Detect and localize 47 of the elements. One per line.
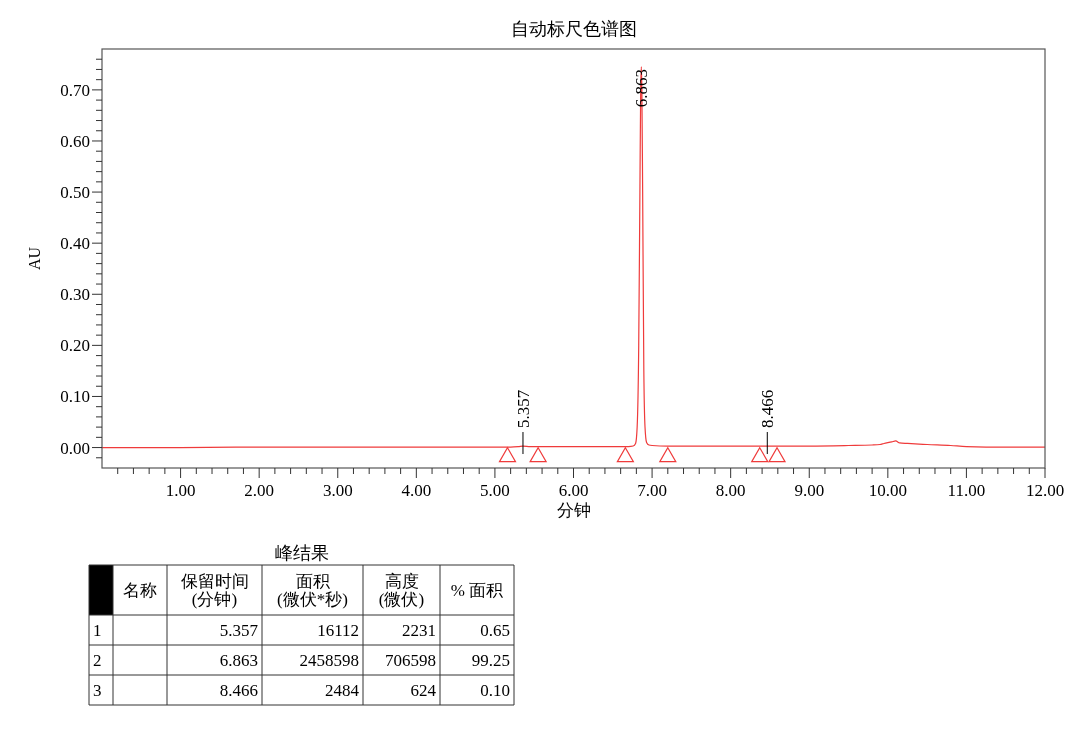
y-tick-label: 0.70 bbox=[60, 80, 90, 100]
y-tick-label: 0.60 bbox=[60, 131, 90, 151]
x-tick-label: 5.00 bbox=[480, 481, 510, 500]
y-axis-title: AU bbox=[26, 246, 43, 271]
text: 峰结果 bbox=[274, 543, 329, 563]
x-tick-label: 7.00 bbox=[637, 481, 667, 500]
y-tick-label: 0.50 bbox=[60, 183, 90, 203]
x-tick-label: 8.00 bbox=[715, 481, 746, 500]
annotation: 5.357 bbox=[513, 389, 533, 429]
annotation: 6.863 bbox=[632, 68, 652, 108]
y-tick-label: 0.20 bbox=[60, 336, 90, 356]
text: 0.10 bbox=[480, 681, 510, 700]
category-label: 名称 bbox=[123, 581, 157, 600]
x-tick-label: 2.00 bbox=[244, 481, 275, 500]
text: 0.65 bbox=[480, 621, 510, 640]
text: 706598 bbox=[385, 651, 436, 670]
category-label: 1 bbox=[93, 621, 102, 640]
text: 2231 bbox=[402, 621, 436, 640]
annotation: 8.466 bbox=[758, 389, 778, 429]
x-axis-title: 分钟 bbox=[556, 501, 591, 520]
x-tick-label: 1.00 bbox=[165, 481, 196, 500]
y-tick-label: 0.10 bbox=[60, 387, 90, 407]
category-label: % 面积 bbox=[450, 581, 504, 600]
text: 8.466 bbox=[219, 681, 258, 700]
category-label: 面积 (微伏*秒) bbox=[277, 572, 348, 609]
text: 5.357 bbox=[219, 621, 258, 640]
chart-title: 自动标尺色谱图 bbox=[510, 19, 637, 39]
text: 99.25 bbox=[471, 651, 510, 670]
x-tick-label: 10.00 bbox=[868, 481, 907, 500]
x-tick-label: 6.00 bbox=[558, 481, 589, 500]
x-tick-label: 12.00 bbox=[1025, 481, 1065, 500]
text: 2484 bbox=[325, 681, 359, 700]
text: 2458598 bbox=[299, 651, 359, 670]
x-tick-label: 9.00 bbox=[794, 481, 825, 500]
y-tick-label: 0.30 bbox=[60, 285, 90, 305]
text: 16112 bbox=[317, 621, 359, 640]
y-tick-label: 0.00 bbox=[60, 438, 90, 458]
x-tick-label: 4.00 bbox=[401, 481, 432, 500]
category-label: 3 bbox=[93, 681, 102, 700]
x-tick-label: 11.00 bbox=[947, 481, 986, 500]
category-label: 保留时间 (分钟) bbox=[180, 572, 249, 609]
category-label: 高度 (微伏) bbox=[378, 572, 425, 609]
category-label: 2 bbox=[93, 651, 102, 670]
x-tick-label: 3.00 bbox=[322, 481, 353, 500]
text: 624 bbox=[410, 681, 436, 700]
text: 6.863 bbox=[219, 651, 258, 670]
y-tick-label: 0.40 bbox=[60, 234, 90, 254]
